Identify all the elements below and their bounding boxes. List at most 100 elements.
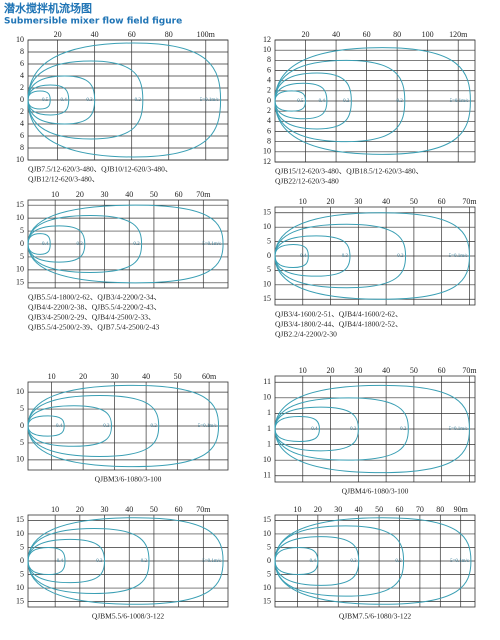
- x-tick-label: 50: [410, 197, 418, 206]
- x-tick-label: 60: [395, 505, 403, 514]
- caption: QJBM5.5/6-1008/3-122: [92, 612, 165, 621]
- y-tick-label: 10: [263, 455, 271, 464]
- flow-contour: [27, 84, 70, 116]
- flow-contour: [27, 225, 86, 263]
- y-tick-label: 15: [263, 515, 271, 524]
- contour-label: 5=0.1m/s: [202, 242, 221, 247]
- caption: QJB12/12-620/3-480、: [28, 175, 99, 184]
- caption: QJB4/4-2200/2-38、QJB5.5/4-2200/2-43、: [28, 303, 161, 312]
- flow-contour: [27, 42, 222, 158]
- flow-contour: [27, 215, 143, 273]
- x-tick-label: 30: [101, 190, 109, 199]
- x-tick-label: 60: [175, 190, 183, 199]
- y-tick-label: 5: [20, 252, 24, 261]
- x-tick-label: 40: [125, 190, 133, 199]
- x-tick-label: 80: [436, 505, 444, 514]
- x-tick-label: 20: [327, 197, 335, 206]
- y-tick-label: 0: [20, 239, 24, 248]
- contour-label: 5=0.1m/s: [449, 427, 468, 432]
- flow-contour: [274, 72, 352, 130]
- flow-contour: [27, 538, 106, 584]
- y-tick-label: 5: [267, 569, 271, 578]
- flow-contour: [274, 546, 319, 576]
- caption: QJB5.5/4-2500/2-39、QJB7.5/4-2500/2-43: [28, 323, 159, 332]
- y-tick-label: 12: [263, 35, 271, 44]
- x-tick-label: 80: [393, 30, 401, 39]
- y-tick-label: 10: [263, 529, 271, 538]
- x-tick-label: 10: [293, 505, 301, 514]
- contour-label: 5=0.1m/s: [450, 559, 469, 564]
- x-tick-label: 40: [382, 366, 390, 375]
- flow-contour: [27, 546, 66, 576]
- contour-label: 0.2: [397, 254, 404, 259]
- header-subtitle: Submersible mixer flow field figure: [4, 17, 182, 27]
- contour-label: 0.3: [86, 98, 93, 103]
- flow-contour: [274, 517, 472, 605]
- y-tick-label: 5: [267, 236, 271, 245]
- contour-label: 0.2: [135, 98, 142, 103]
- x-tick-label: 30: [111, 372, 119, 381]
- x-tick-label: 120m: [449, 30, 468, 39]
- header-title: 潜水搅拌机流场图: [4, 1, 92, 15]
- contour-label: 0.4: [311, 427, 318, 432]
- caption: QJB2.2/4-2200/2-30: [275, 330, 337, 339]
- x-tick-label: 20: [76, 190, 84, 199]
- y-tick-label: 0: [20, 556, 24, 565]
- x-tick-label: 100m: [197, 30, 216, 39]
- flow-contour: [27, 204, 224, 284]
- contour-label: 0.2: [141, 559, 148, 564]
- x-tick-label: 70m: [196, 190, 211, 199]
- flow-contour: [27, 528, 150, 594]
- y-tick-label: 5: [20, 569, 24, 578]
- contour-label: 0.2: [133, 242, 140, 247]
- y-tick-label: 0: [267, 251, 271, 260]
- x-tick-label: 70m: [462, 366, 477, 375]
- caption: QJB3/4-1800/2-44、QJB4/4-1800/2-52、: [275, 320, 403, 329]
- y-tick-label: 4: [267, 116, 271, 125]
- caption: QJB5.5/4-1800/2-62、QJB3/4-2200/2-34、: [28, 293, 161, 302]
- contour-label: 0.3: [350, 559, 357, 564]
- x-tick-label: 30: [334, 505, 342, 514]
- y-tick-label: 10: [16, 155, 24, 164]
- x-tick-label: 40: [382, 197, 390, 206]
- x-tick-label: 90m: [454, 505, 469, 514]
- y-tick-label: 0: [20, 421, 24, 430]
- flow-contour: [274, 416, 320, 442]
- flow-contour: [274, 90, 307, 112]
- flow-contour: [274, 82, 328, 120]
- caption: QJB3/4-2500/2-29、QJB4/4-2500/2-33、: [28, 313, 156, 322]
- flow-contour: [27, 75, 96, 125]
- y-tick-label: 1: [267, 439, 271, 448]
- flow-contour: [274, 384, 470, 474]
- contour-label: 5=0.1m/s: [449, 254, 468, 259]
- caption: QJBM4/6-1080/3-100: [342, 487, 409, 496]
- x-tick-label: 50: [150, 505, 158, 514]
- y-tick-label: 15: [263, 294, 271, 303]
- flow-contour: [27, 415, 65, 437]
- y-tick-label: 10: [16, 583, 24, 592]
- x-tick-label: 20: [302, 30, 310, 39]
- contour-label: 0.3: [103, 424, 110, 429]
- y-tick-label: 6: [267, 126, 271, 135]
- x-tick-label: 60: [175, 505, 183, 514]
- caption: QJB15/12-620/3-480、QJB18.5/12-620/3-480、: [275, 167, 423, 176]
- x-tick-label: 60: [128, 30, 136, 39]
- y-tick-label: 5: [20, 542, 24, 551]
- contour-label: 5=0.1m/s: [202, 559, 221, 564]
- flow-contour: [27, 384, 220, 468]
- contour-label: 0.4: [57, 559, 64, 564]
- y-tick-label: 10: [16, 529, 24, 538]
- y-tick-label: 15: [16, 278, 24, 287]
- caption: QJB7.5/12-620/3-480、QJB10/12-620/3-480、: [28, 165, 172, 174]
- y-tick-label: 10: [263, 147, 271, 156]
- y-tick-label: 15: [16, 596, 24, 605]
- x-tick-label: 40: [355, 505, 363, 514]
- flow-contour: [27, 90, 51, 110]
- flow-contour: [274, 536, 360, 586]
- x-tick-label: 60: [363, 30, 371, 39]
- y-tick-label: 10: [16, 35, 24, 44]
- y-tick-label: 10: [263, 222, 271, 231]
- y-tick-label: 15: [16, 200, 24, 209]
- x-tick-label: 80: [165, 30, 173, 39]
- y-tick-label: 15: [16, 515, 24, 524]
